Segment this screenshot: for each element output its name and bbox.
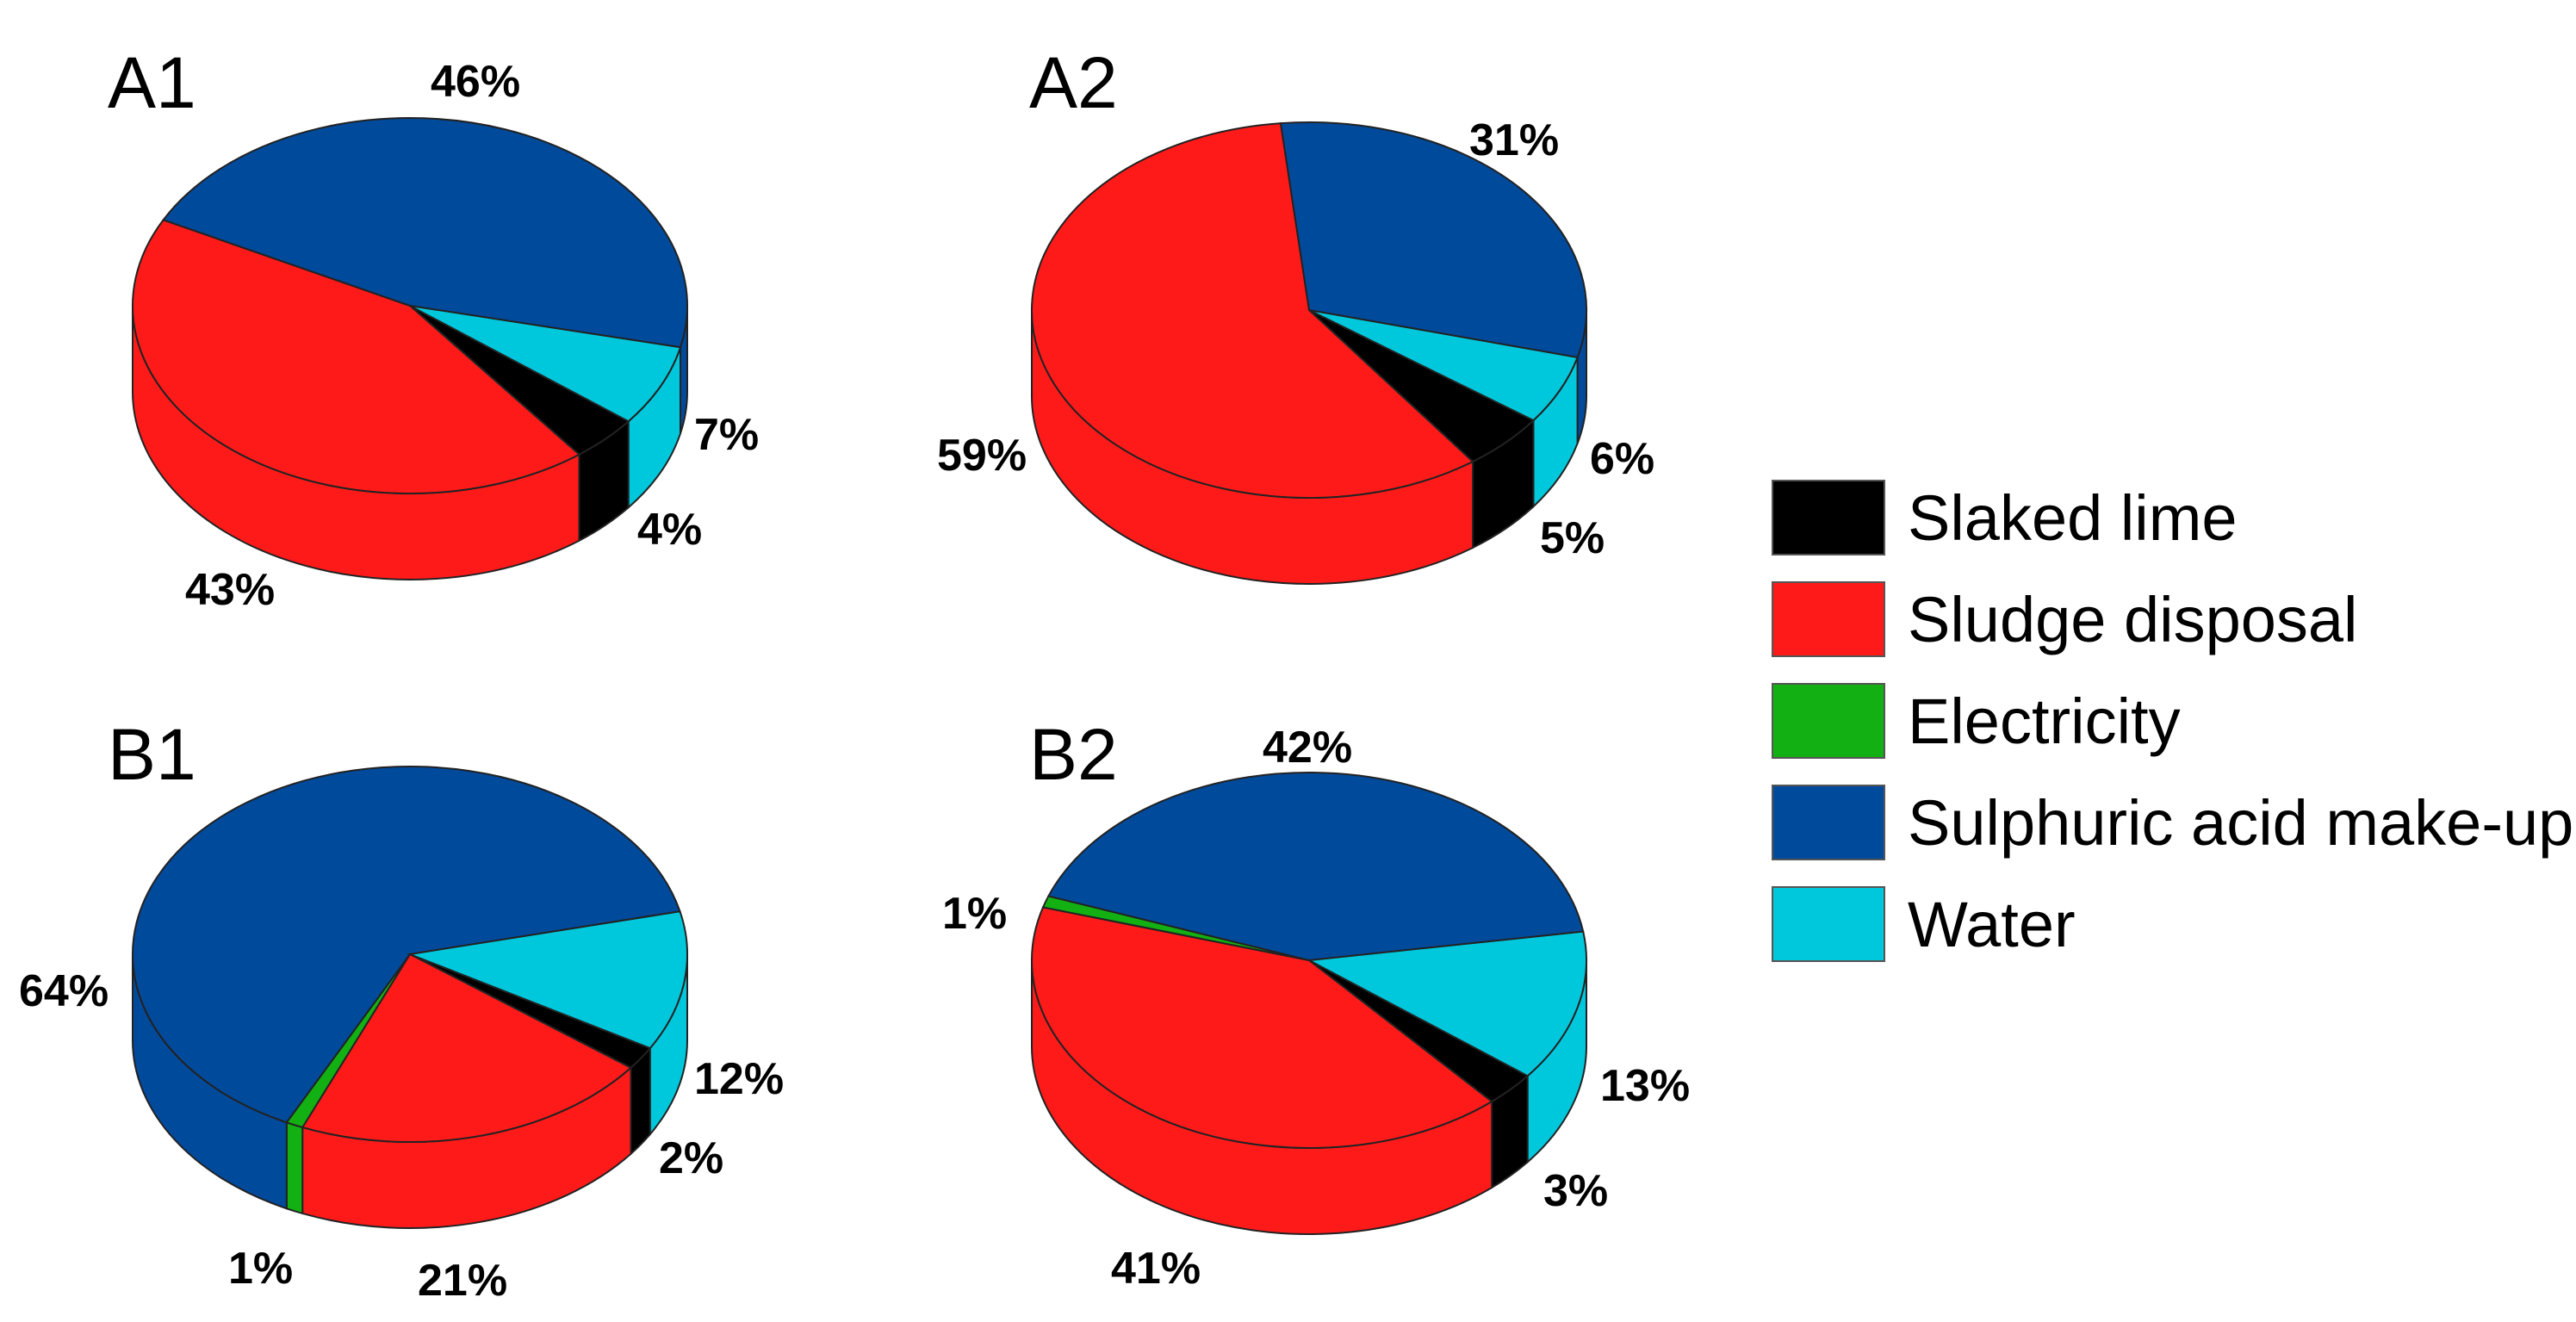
- pct-label-b2-42: 42%: [1263, 723, 1352, 773]
- pct-label-b1-2: 2%: [659, 1133, 723, 1183]
- legend-label-electricity: Electricity: [1908, 686, 2181, 757]
- pct-label-b2-1: 1%: [942, 889, 1007, 939]
- pct-label-a1-46: 46%: [431, 57, 520, 107]
- legend: Slaked lime Sludge disposal Electricity …: [1772, 480, 2573, 962]
- pie-slice-b1-sludge-disposal: [301, 953, 633, 1143]
- pie-panel-a1: A1: [108, 42, 688, 580]
- pie-top-b1: [132, 766, 688, 1143]
- pct-label-b1-1: 1%: [228, 1244, 293, 1294]
- pie-sides-a1: [132, 305, 688, 580]
- pie-panel-b2: B2: [1029, 714, 1587, 1235]
- pct-label-a2-6: 6%: [1590, 434, 1654, 484]
- pie-slice-b2-water: [1306, 930, 1587, 1077]
- legend-label-sludge-disposal: Sludge disposal: [1908, 584, 2357, 655]
- pct-label-a2-31: 31%: [1469, 115, 1559, 165]
- pie-top-a2: [1031, 121, 1587, 499]
- pct-label-b1-64: 64%: [19, 966, 109, 1016]
- pct-label-b2-41: 41%: [1111, 1244, 1201, 1294]
- pie-sides-b2: [1031, 959, 1587, 1235]
- pie-slice-b2-sludge-disposal: [1031, 906, 1493, 1149]
- panel-title-a2: A2: [1029, 42, 1118, 123]
- pct-label-b1-12: 12%: [694, 1054, 784, 1104]
- pie-panel-b1: B1: [108, 714, 688, 1229]
- pie-panel-a2: A2: [1029, 42, 1587, 585]
- pie-side-b1-electricity: [285, 1120, 304, 1215]
- pie-slice-a2-sludge-disposal: [1031, 122, 1474, 499]
- pie-slice-a1-sludge-disposal: [132, 219, 581, 494]
- pie-slice-a1-water: [409, 305, 682, 423]
- legend-swatch-water: [1772, 886, 1885, 962]
- legend-label-water: Water: [1908, 889, 2076, 960]
- pie-slice-a1-sulphuric-acid-make-up: [161, 117, 688, 349]
- panel-title-b2: B2: [1029, 714, 1118, 795]
- pct-label-b1-21: 21%: [418, 1256, 507, 1306]
- legend-swatch-slaked-lime: [1772, 480, 1885, 555]
- pct-label-a1-4: 4%: [637, 505, 702, 555]
- pie-top-a1: [132, 117, 688, 494]
- pct-label-a1-43: 43%: [185, 565, 275, 615]
- pie-slice-a2-sulphuric-acid-make-up: [1279, 121, 1587, 359]
- legend-swatch-sulphuric-acid: [1772, 785, 1885, 860]
- legend-swatch-sludge-disposal: [1772, 581, 1885, 657]
- pct-label-b2-3: 3%: [1543, 1166, 1608, 1216]
- pct-label-a2-59: 59%: [937, 431, 1027, 481]
- pie-slice-a2-water: [1308, 309, 1579, 422]
- legend-label-slaked-lime: Slaked lime: [1908, 482, 2238, 554]
- pct-label-a2-5: 5%: [1540, 513, 1605, 563]
- panel-title-b1: B1: [108, 714, 196, 795]
- pie-slice-b1-sulphuric-acid-make-up: [132, 766, 681, 1124]
- pie-slice-b1-water: [407, 910, 688, 1050]
- panel-title-a1: A1: [108, 42, 196, 123]
- pct-label-a1-7: 7%: [694, 410, 759, 460]
- legend-swatch-electricity: [1772, 683, 1885, 759]
- pct-label-b2-13: 13%: [1600, 1061, 1690, 1111]
- pie-sides-b1: [132, 953, 688, 1229]
- legend-label-sulphuric-acid: Sulphuric acid make-up: [1908, 787, 2573, 859]
- pie-top-b2: [1031, 772, 1587, 1149]
- pie-slice-b2-sulphuric-acid-make-up: [1046, 772, 1585, 962]
